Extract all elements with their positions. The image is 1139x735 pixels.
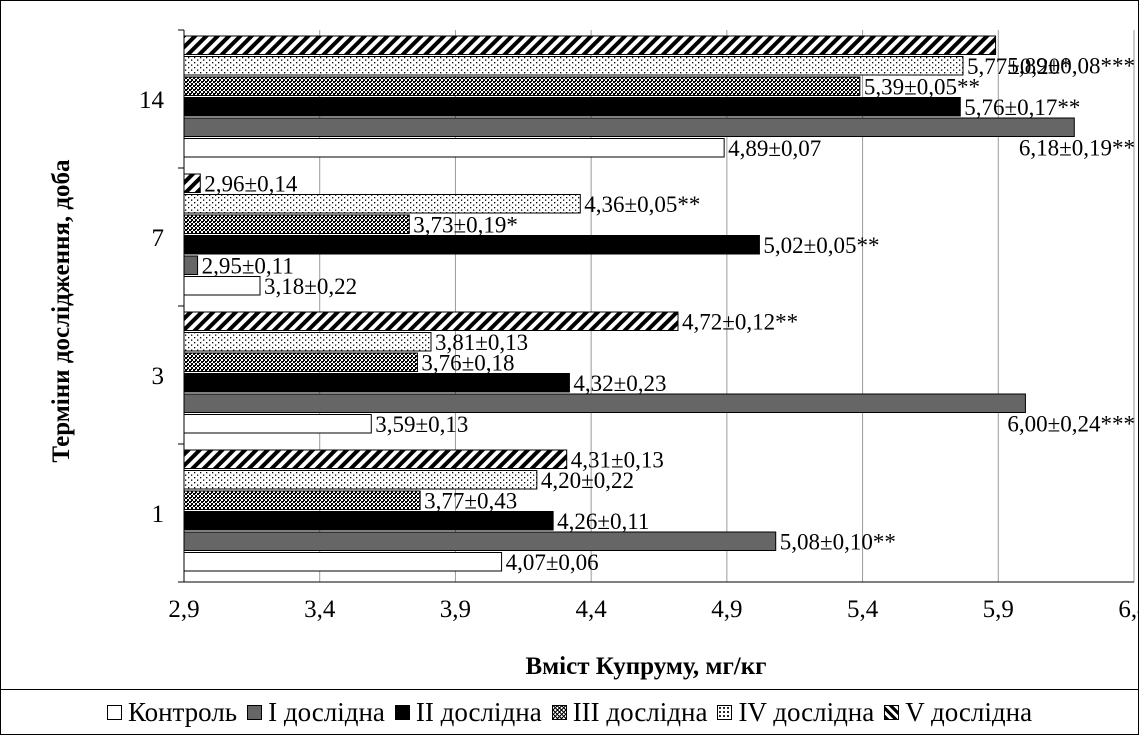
legend-item: Контроль xyxy=(106,697,238,728)
x-axis-title: Вміст Купруму, мг/кг xyxy=(525,653,766,680)
legend-swatch xyxy=(394,705,410,720)
data-label: 2,95±0,11 xyxy=(202,254,294,279)
legend-swatch xyxy=(551,705,567,720)
legend-item: V дослідна xyxy=(884,697,1032,728)
bar xyxy=(183,117,1075,137)
legend-label: III дослідна xyxy=(572,697,708,727)
legend-item: IV дослідна xyxy=(717,697,874,728)
bar xyxy=(183,56,964,76)
legend-swatch xyxy=(247,705,263,720)
bar xyxy=(183,214,410,234)
data-label: 4,36±0,05** xyxy=(584,192,700,217)
data-label: 4,89±0,07 xyxy=(728,136,821,161)
bar xyxy=(183,332,432,352)
data-label: 3,73±0,19* xyxy=(413,213,518,238)
legend-label: I дослідна xyxy=(268,697,385,727)
bar xyxy=(183,311,679,331)
bar xyxy=(183,138,725,158)
bar xyxy=(183,35,997,55)
bar xyxy=(183,531,777,551)
x-tick-label: 5,9 xyxy=(983,596,1014,623)
x-tick-label: 5,4 xyxy=(847,596,879,623)
legend-label: V дослідна xyxy=(905,697,1033,727)
x-tick-label: 6,4 xyxy=(1118,596,1138,623)
data-label: 5,77±0,20* xyxy=(967,54,1072,79)
bar xyxy=(183,173,201,193)
data-label: 3,77±0,43 xyxy=(424,489,517,514)
bar xyxy=(183,470,538,490)
data-label: 4,32±0,23 xyxy=(573,371,666,396)
bar xyxy=(183,511,554,531)
legend-item: III дослідна xyxy=(551,697,708,728)
bar xyxy=(183,76,861,96)
data-label: 3,81±0,13 xyxy=(435,330,528,355)
y-axis-title: Терміни дослідження, доба xyxy=(48,159,75,463)
x-tick-label: 3,9 xyxy=(440,596,471,623)
bar xyxy=(183,373,570,393)
data-label: 3,59±0,13 xyxy=(375,412,468,437)
data-label: 5,76±0,17** xyxy=(964,95,1080,120)
legend: Контроль I дослідна II дослідна III дослідн… xyxy=(1,689,1138,735)
data-label: 4,31±0,13 xyxy=(571,448,664,473)
x-tick-label: 3,4 xyxy=(304,596,336,623)
bar xyxy=(183,449,568,469)
bar xyxy=(183,235,760,255)
data-label: 6,18±0,19** xyxy=(1019,136,1135,161)
legend-item: II дослідна xyxy=(394,697,542,728)
category-label: 3 xyxy=(152,363,165,390)
legend-label: II дослідна xyxy=(415,697,542,727)
bar xyxy=(183,352,418,372)
data-label: 5,02±0,05** xyxy=(763,233,879,258)
bar xyxy=(183,194,581,214)
data-label: 2,96±0,14 xyxy=(204,172,298,197)
data-label: 4,07±0,06 xyxy=(506,550,599,575)
legend-item: I дослідна xyxy=(247,697,385,728)
data-label: 5,89±0,08*** xyxy=(1007,54,1135,79)
data-label: 4,26±0,11 xyxy=(557,509,649,534)
category-label: 7 xyxy=(152,225,165,252)
x-tick-label: 4,4 xyxy=(576,596,608,623)
legend-swatch xyxy=(717,705,733,720)
data-label: 5,08±0,10** xyxy=(780,530,896,555)
legend-label: Контроль xyxy=(127,697,238,727)
x-tick-label: 4,9 xyxy=(711,596,742,623)
bar xyxy=(183,255,199,275)
bar xyxy=(183,393,1026,413)
bar xyxy=(183,552,503,572)
bar-chart: 2,9 3,4 3,9 4,4 4,9 5,4 5,9 6,4 1 4,07±0,06 5,08±0… xyxy=(48,29,1138,680)
bar xyxy=(183,414,372,434)
category-label: 1 xyxy=(152,501,165,528)
bar xyxy=(183,97,961,117)
data-label: 6,00±0,24*** xyxy=(1007,412,1135,437)
category-label: 14 xyxy=(139,87,165,114)
plot-area: 2,9 3,4 3,9 4,4 4,9 5,4 5,9 6,4 1 4,07±0,06 5,08±0… xyxy=(139,29,1138,623)
data-label: 4,72±0,12** xyxy=(682,310,798,335)
bar xyxy=(183,276,261,296)
data-label: 3,18±0,22 xyxy=(264,274,357,299)
legend-label: IV дослідна xyxy=(738,697,875,727)
data-label: 3,76±0,18 xyxy=(421,351,514,376)
data-label: 4,20±0,22 xyxy=(541,468,634,493)
x-tick-label: 2,9 xyxy=(168,596,199,623)
bar xyxy=(183,490,421,510)
legend-swatch xyxy=(106,705,122,720)
legend-swatch xyxy=(884,705,900,720)
data-label: 5,39±0,05** xyxy=(864,75,980,100)
